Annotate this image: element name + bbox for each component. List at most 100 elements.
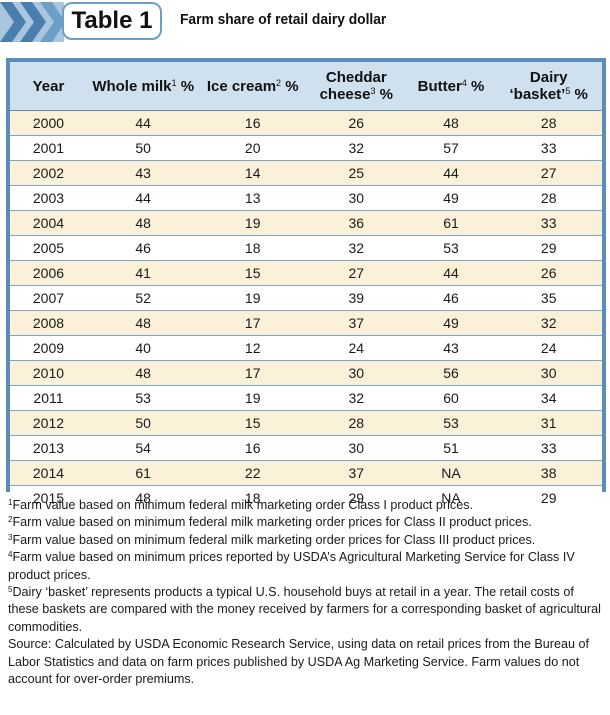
value-cell: 30	[495, 360, 602, 386]
data-table: Year Whole milk1 % Ice cream2 % Cheddar c…	[10, 62, 602, 510]
table-row: 2014 61 22 37 NA 38	[10, 460, 602, 486]
value-cell: 53	[86, 385, 200, 411]
table-row: 2004 48 19 36 61 33	[10, 210, 602, 236]
value-cell: 61	[406, 210, 496, 236]
value-cell: 22	[199, 460, 306, 486]
value-cell: 48	[86, 310, 200, 336]
footnote-1: 1Farm value based on minimum federal mil…	[8, 498, 473, 512]
footnote-4: 4Farm value based on minimum prices repo…	[8, 550, 575, 582]
table-row: 2002 43 14 25 44 27	[10, 160, 602, 186]
data-table-frame: Year Whole milk1 % Ice cream2 % Cheddar c…	[6, 58, 606, 510]
value-cell: 36	[305, 210, 407, 236]
column-header-year: Year	[10, 62, 87, 111]
value-cell: 51	[406, 435, 496, 461]
value-cell: 32	[495, 310, 602, 336]
source-note: Source: Calculated by USDA Economic Rese…	[8, 637, 589, 687]
value-cell: 44	[86, 110, 200, 136]
table-row: 2013 54 16 30 51 33	[10, 435, 602, 461]
value-cell: 24	[305, 335, 407, 361]
year-cell: 2012	[10, 410, 87, 436]
footnote-3: 3Farm value based on minimum federal mil…	[8, 532, 536, 547]
value-cell: 53	[406, 410, 496, 436]
value-cell: 27	[305, 260, 407, 286]
year-cell: 2000	[10, 110, 87, 136]
value-cell: 31	[495, 410, 602, 436]
value-cell: 32	[305, 135, 407, 161]
value-cell: 16	[199, 435, 306, 461]
value-cell: 33	[495, 435, 602, 461]
value-cell: 24	[495, 335, 602, 361]
value-cell: 52	[86, 285, 200, 311]
value-cell: 28	[495, 110, 602, 136]
value-cell: 48	[86, 210, 200, 236]
year-cell: 2009	[10, 335, 87, 361]
year-cell: 2008	[10, 310, 87, 336]
year-cell: 2002	[10, 160, 87, 186]
value-cell: 46	[406, 285, 496, 311]
value-cell: 28	[495, 185, 602, 211]
value-cell: 28	[305, 410, 407, 436]
value-cell: 30	[305, 435, 407, 461]
value-cell: 39	[305, 285, 407, 311]
value-cell: 49	[406, 310, 496, 336]
value-cell: 49	[406, 185, 496, 211]
table-row: 2008 48 17 37 49 32	[10, 310, 602, 336]
column-header-butter: Butter4 %	[406, 62, 496, 111]
footnote-2: 2Farm value based on minimum federal mil…	[8, 515, 532, 530]
chevron-arrows-icon	[0, 2, 64, 42]
column-header-row: Year Whole milk1 % Ice cream2 % Cheddar c…	[10, 62, 602, 111]
value-cell: 53	[406, 235, 496, 261]
column-header-cheddar-cheese: Cheddar cheese3 %	[305, 62, 407, 111]
value-cell: 12	[199, 335, 306, 361]
value-cell: NA	[406, 460, 496, 486]
value-cell: 48	[406, 110, 496, 136]
year-cell: 2011	[10, 385, 87, 411]
value-cell: 44	[406, 160, 496, 186]
value-cell: 44	[86, 185, 200, 211]
year-cell: 2006	[10, 260, 87, 286]
table-row: 2006 41 15 27 44 26	[10, 260, 602, 286]
value-cell: 19	[199, 210, 306, 236]
table-row: 2009 40 12 24 43 24	[10, 335, 602, 361]
value-cell: 29	[305, 485, 407, 510]
value-cell: 29	[495, 235, 602, 261]
footnotes: 1Farm value based on minimum federal mil…	[8, 497, 606, 688]
year-cell: 2010	[10, 360, 87, 386]
column-header-whole-milk: Whole milk1 %	[86, 62, 200, 111]
year-cell: 2004	[10, 210, 87, 236]
value-cell: 46	[86, 235, 200, 261]
table-number-badge: Table 1	[62, 2, 162, 40]
table-row: 2011 53 19 32 60 34	[10, 385, 602, 411]
value-cell: 35	[495, 285, 602, 311]
value-cell: 13	[199, 185, 306, 211]
value-cell: 33	[495, 210, 602, 236]
value-cell: 34	[495, 385, 602, 411]
table-header: Table 1 Farm share of retail dairy dolla…	[0, 0, 610, 52]
year-cell: 2013	[10, 435, 87, 461]
value-cell: 41	[86, 260, 200, 286]
value-cell: 18	[199, 235, 306, 261]
column-header-dairy-basket: Dairy ‘basket’5 %	[495, 62, 602, 111]
value-cell: 37	[305, 310, 407, 336]
column-header-ice-cream: Ice cream2 %	[199, 62, 306, 111]
value-cell: 25	[305, 160, 407, 186]
value-cell: 43	[86, 160, 200, 186]
value-cell: NA	[406, 485, 496, 510]
value-cell: 30	[305, 360, 407, 386]
value-cell: 48	[86, 360, 200, 386]
value-cell: 27	[495, 160, 602, 186]
value-cell: 19	[199, 285, 306, 311]
value-cell: 32	[305, 385, 407, 411]
value-cell: 19	[199, 385, 306, 411]
value-cell: 18	[199, 485, 306, 510]
value-cell: 17	[199, 310, 306, 336]
value-cell: 30	[305, 185, 407, 211]
value-cell: 33	[495, 135, 602, 161]
value-cell: 40	[86, 335, 200, 361]
value-cell: 15	[199, 410, 306, 436]
table-row: 2012 50 15 28 53 31	[10, 410, 602, 436]
table-number-label: Table 1	[71, 7, 153, 34]
table-row: 2003 44 13 30 49 28	[10, 185, 602, 211]
value-cell: 48	[86, 485, 200, 510]
table-row: 2000 44 16 26 48 28	[10, 110, 602, 136]
